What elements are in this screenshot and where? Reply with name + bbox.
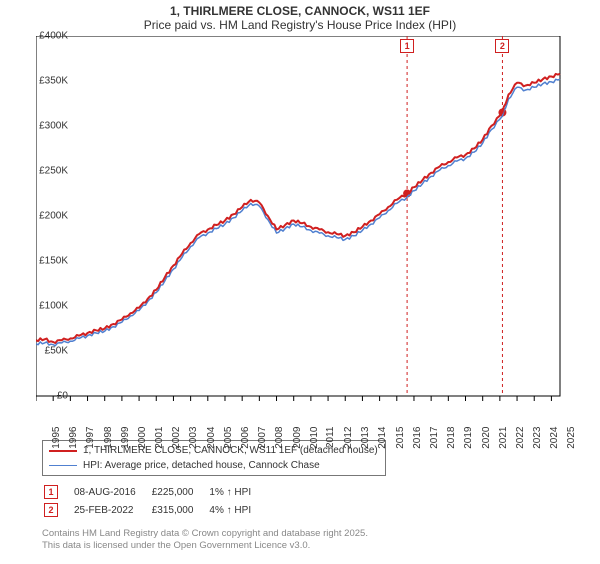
plot-area: £0£50K£100K£150K£200K£250K£300K£350K£400… bbox=[36, 36, 596, 416]
sale-marker-icon: 2 bbox=[44, 503, 58, 517]
x-axis-label: 2015 bbox=[394, 427, 405, 449]
x-axis-label: 1997 bbox=[85, 427, 96, 449]
x-axis-label: 2001 bbox=[154, 427, 165, 449]
x-axis-label: 2020 bbox=[480, 427, 491, 449]
y-axis-label: £350K bbox=[39, 76, 68, 87]
marker-box: 2 bbox=[495, 39, 509, 53]
y-axis-label: £300K bbox=[39, 121, 68, 132]
sales-table: 1 08-AUG-2016£225,0001% ↑ HPI 2 25-FEB-2022… bbox=[42, 482, 267, 520]
title-line-1: 1, THIRLMERE CLOSE, CANNOCK, WS11 1EF bbox=[0, 4, 600, 18]
x-axis-label: 2007 bbox=[257, 427, 268, 449]
y-axis-label: £200K bbox=[39, 211, 68, 222]
x-axis-label: 2025 bbox=[566, 427, 577, 449]
x-axis-label: 2004 bbox=[205, 427, 216, 449]
x-axis-label: 1999 bbox=[119, 427, 130, 449]
sale-row: 2 25-FEB-2022£315,0004% ↑ HPI bbox=[44, 502, 265, 518]
x-axis-label: 2003 bbox=[188, 427, 199, 449]
x-axis-label: 2023 bbox=[532, 427, 543, 449]
x-axis-label: 2017 bbox=[429, 427, 440, 449]
legend-item: HPI: Average price, detached house, Cann… bbox=[49, 458, 379, 473]
x-axis-label: 2018 bbox=[446, 427, 457, 449]
copyright-line-2: This data is licensed under the Open Gov… bbox=[42, 540, 600, 552]
sale-marker-icon: 1 bbox=[44, 485, 58, 499]
sale-row: 1 08-AUG-2016£225,0001% ↑ HPI bbox=[44, 484, 265, 500]
x-axis-label: 2005 bbox=[223, 427, 234, 449]
x-axis-label: 2010 bbox=[308, 427, 319, 449]
marker-box: 1 bbox=[400, 39, 414, 53]
x-axis-label: 2009 bbox=[291, 427, 302, 449]
legend-swatch bbox=[49, 465, 77, 466]
sale-price: £315,000 bbox=[152, 502, 208, 518]
x-axis-label: 2012 bbox=[343, 427, 354, 449]
y-axis-label: £50K bbox=[45, 346, 68, 357]
x-axis-label: 2022 bbox=[515, 427, 526, 449]
x-axis-label: 1998 bbox=[102, 427, 113, 449]
sale-price: £225,000 bbox=[152, 484, 208, 500]
sale-date: 08-AUG-2016 bbox=[74, 484, 150, 500]
x-axis-label: 2019 bbox=[463, 427, 474, 449]
x-axis-label: 1996 bbox=[68, 427, 79, 449]
y-axis-label: £150K bbox=[39, 256, 68, 267]
sale-date: 25-FEB-2022 bbox=[74, 502, 150, 518]
title-line-2: Price paid vs. HM Land Registry's House … bbox=[0, 18, 600, 32]
x-axis-label: 2008 bbox=[274, 427, 285, 449]
y-axis-label: £400K bbox=[39, 31, 68, 42]
chart-svg bbox=[36, 36, 596, 416]
x-axis-label: 2024 bbox=[549, 427, 560, 449]
x-axis-label: 2006 bbox=[240, 427, 251, 449]
copyright-line-1: Contains HM Land Registry data © Crown c… bbox=[42, 528, 600, 540]
x-axis-label: 2021 bbox=[497, 427, 508, 449]
x-axis-label: 2016 bbox=[412, 427, 423, 449]
y-axis-label: £100K bbox=[39, 301, 68, 312]
copyright: Contains HM Land Registry data © Crown c… bbox=[42, 528, 600, 553]
sale-pct: 4% ↑ HPI bbox=[209, 502, 265, 518]
sale-pct: 1% ↑ HPI bbox=[209, 484, 265, 500]
x-axis-label: 2013 bbox=[360, 427, 371, 449]
chart-container: 1, THIRLMERE CLOSE, CANNOCK, WS11 1EF Pr… bbox=[0, 4, 600, 564]
x-axis-label: 1995 bbox=[51, 427, 62, 449]
y-axis-label: £250K bbox=[39, 166, 68, 177]
x-axis-label: 2014 bbox=[377, 427, 388, 449]
x-axis-label: 2000 bbox=[137, 427, 148, 449]
legend-label: HPI: Average price, detached house, Cann… bbox=[83, 458, 320, 473]
y-axis-label: £0 bbox=[57, 391, 68, 402]
x-axis-label: 2002 bbox=[171, 427, 182, 449]
x-axis-label: 2011 bbox=[325, 427, 336, 449]
legend-swatch bbox=[49, 450, 77, 452]
